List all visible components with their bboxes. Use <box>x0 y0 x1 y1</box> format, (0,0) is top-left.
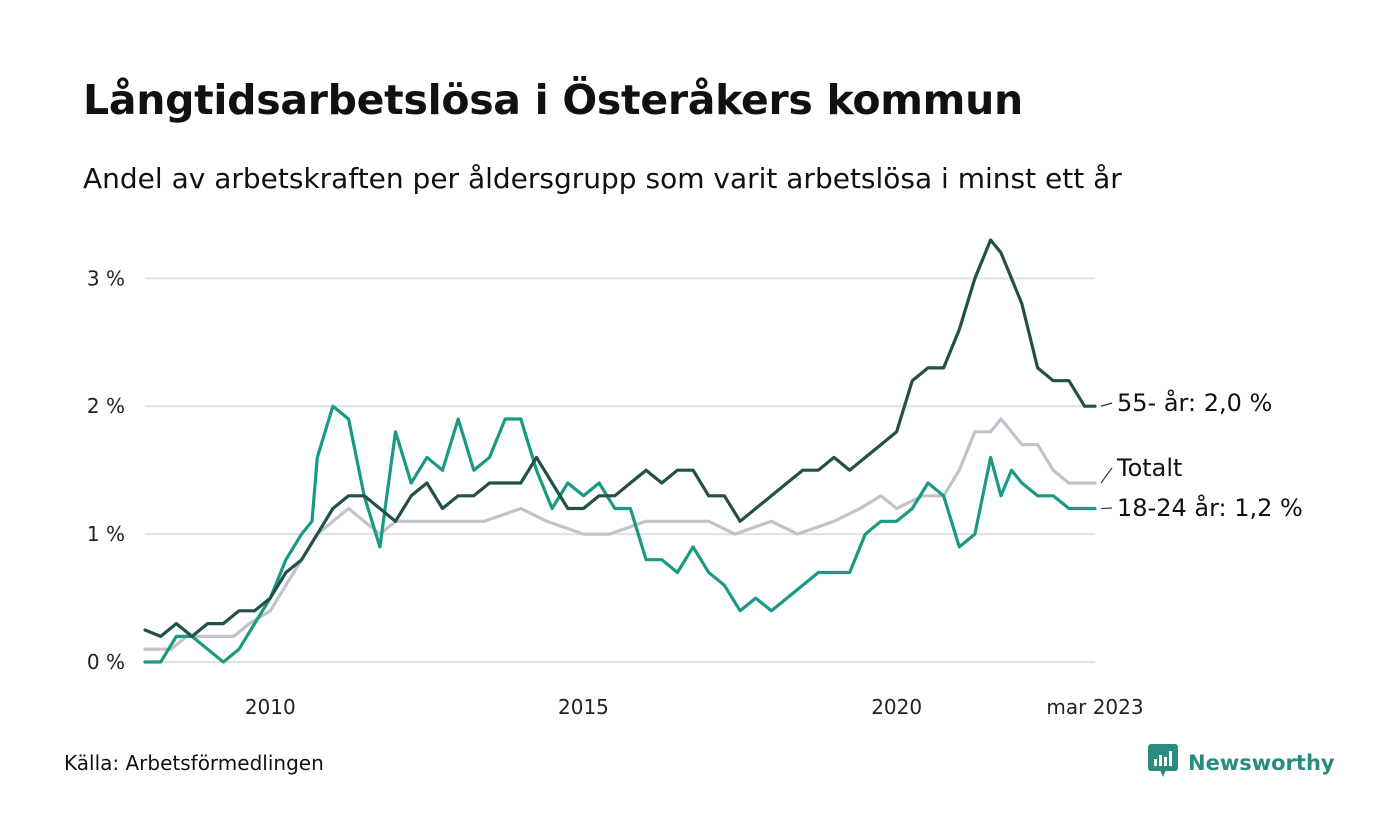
chart-subtitle: Andel av arbetskraften per åldersgrupp s… <box>83 162 1122 195</box>
y-tick-label: 0 % <box>87 650 125 674</box>
chart-title: Långtidsarbetslösa i Österåkers kommun <box>83 76 1023 124</box>
series-end-label: 55- år: 2,0 % <box>1117 388 1272 417</box>
source-note: Källa: Arbetsförmedlingen <box>64 751 324 775</box>
label-leader-line <box>1100 467 1113 484</box>
series-line <box>143 404 1097 664</box>
series-layer <box>143 238 1097 664</box>
newsworthy-logo-icon <box>1148 744 1178 782</box>
label-leader-line <box>1100 402 1113 407</box>
y-tick-label: 2 % <box>87 394 125 418</box>
x-tick-label: 2020 <box>871 695 922 719</box>
brand[interactable]: Newsworthy <box>1148 744 1335 782</box>
y-tick-label: 3 % <box>87 266 125 290</box>
y-tick-label: 1 % <box>87 522 125 546</box>
x-tick-label: mar 2023 <box>1046 695 1143 719</box>
x-tick-label: 2010 <box>245 695 296 719</box>
brand-name: Newsworthy <box>1188 751 1335 775</box>
grid-layer <box>145 277 1095 663</box>
label-leader-line <box>1100 507 1113 510</box>
series-line <box>143 238 1097 638</box>
label-layer: 0 % 1 % 2 % 3 % 2010 2015 2020 mar 2023 Totalt 18… <box>87 266 1303 719</box>
x-tick-label: 2015 <box>558 695 609 719</box>
series-end-label: Totalt <box>1116 454 1182 482</box>
series-end-label: 18-24 år: 1,2 % <box>1117 493 1303 522</box>
